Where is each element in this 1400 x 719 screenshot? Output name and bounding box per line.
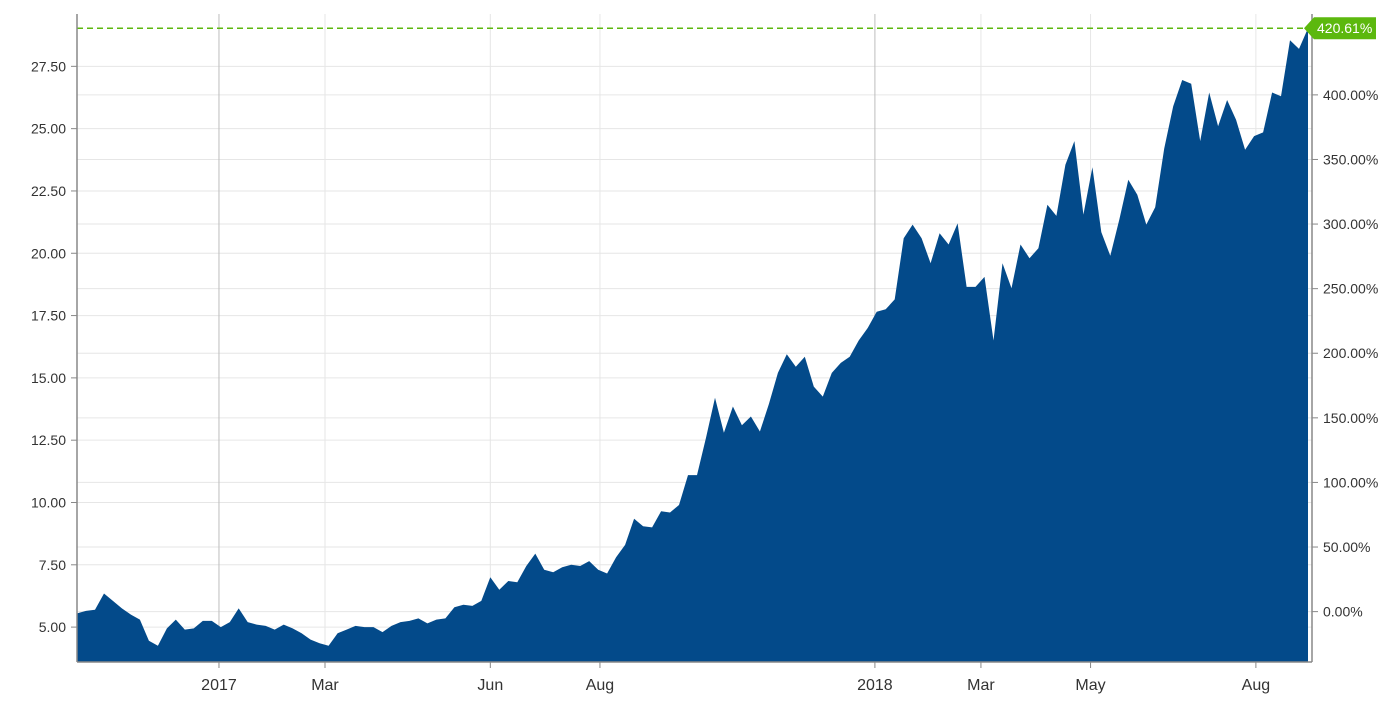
- left-y-tick-label: 15.00: [31, 370, 66, 386]
- right-y-tick-label: 100.00%: [1323, 474, 1378, 490]
- price-area-series: [77, 28, 1308, 662]
- x-tick-label: 2017: [201, 677, 237, 694]
- x-tick-label: Mar: [967, 677, 995, 694]
- x-tick-label: Jun: [477, 677, 503, 694]
- left-y-tick-label: 5.00: [39, 619, 66, 635]
- x-tick-label: Mar: [311, 677, 339, 694]
- right-y-tick-label: 250.00%: [1323, 281, 1378, 297]
- x-tick-label: Aug: [1242, 677, 1270, 694]
- x-tick-label: Aug: [586, 677, 614, 694]
- left-y-tick-label: 27.50: [31, 58, 66, 74]
- left-y-tick-label: 7.50: [39, 557, 66, 573]
- right-y-tick-label: 350.00%: [1323, 151, 1378, 167]
- right-y-tick-label: 300.00%: [1323, 216, 1378, 232]
- right-y-tick-label: 200.00%: [1323, 345, 1378, 361]
- x-tick-label: May: [1075, 677, 1105, 694]
- right-y-tick-label: 400.00%: [1323, 87, 1378, 103]
- right-y-tick-label: 150.00%: [1323, 410, 1378, 426]
- left-y-axis-ticks: 5.00 7.50 10.00 12.50 15.00 17.50 20.00 22.50 25…: [31, 58, 77, 635]
- left-y-tick-label: 20.00: [31, 245, 66, 261]
- current-value-badge-label: 420.61%: [1317, 20, 1372, 36]
- left-y-tick-label: 17.50: [31, 308, 66, 324]
- x-axis-ticks: 2017MarJunAug2018MarMayAug2019MarMay: [201, 662, 1270, 694]
- x-tick-label: 2018: [857, 677, 893, 694]
- left-y-tick-label: 10.00: [31, 494, 66, 510]
- left-y-tick-label: 25.00: [31, 121, 66, 137]
- left-y-tick-label: 12.50: [31, 432, 66, 448]
- right-y-axis-ticks: 0.00% 50.00% 100.00% 150.00% 200.00% 250.00% 3…: [1312, 87, 1378, 620]
- left-y-tick-label: 22.50: [31, 183, 66, 199]
- right-y-tick-label: 0.00%: [1323, 604, 1363, 620]
- current-value-badge: 420.61%: [1304, 17, 1376, 40]
- right-y-tick-label: 50.00%: [1323, 539, 1370, 555]
- current-value-badge-shape: [1304, 17, 1376, 40]
